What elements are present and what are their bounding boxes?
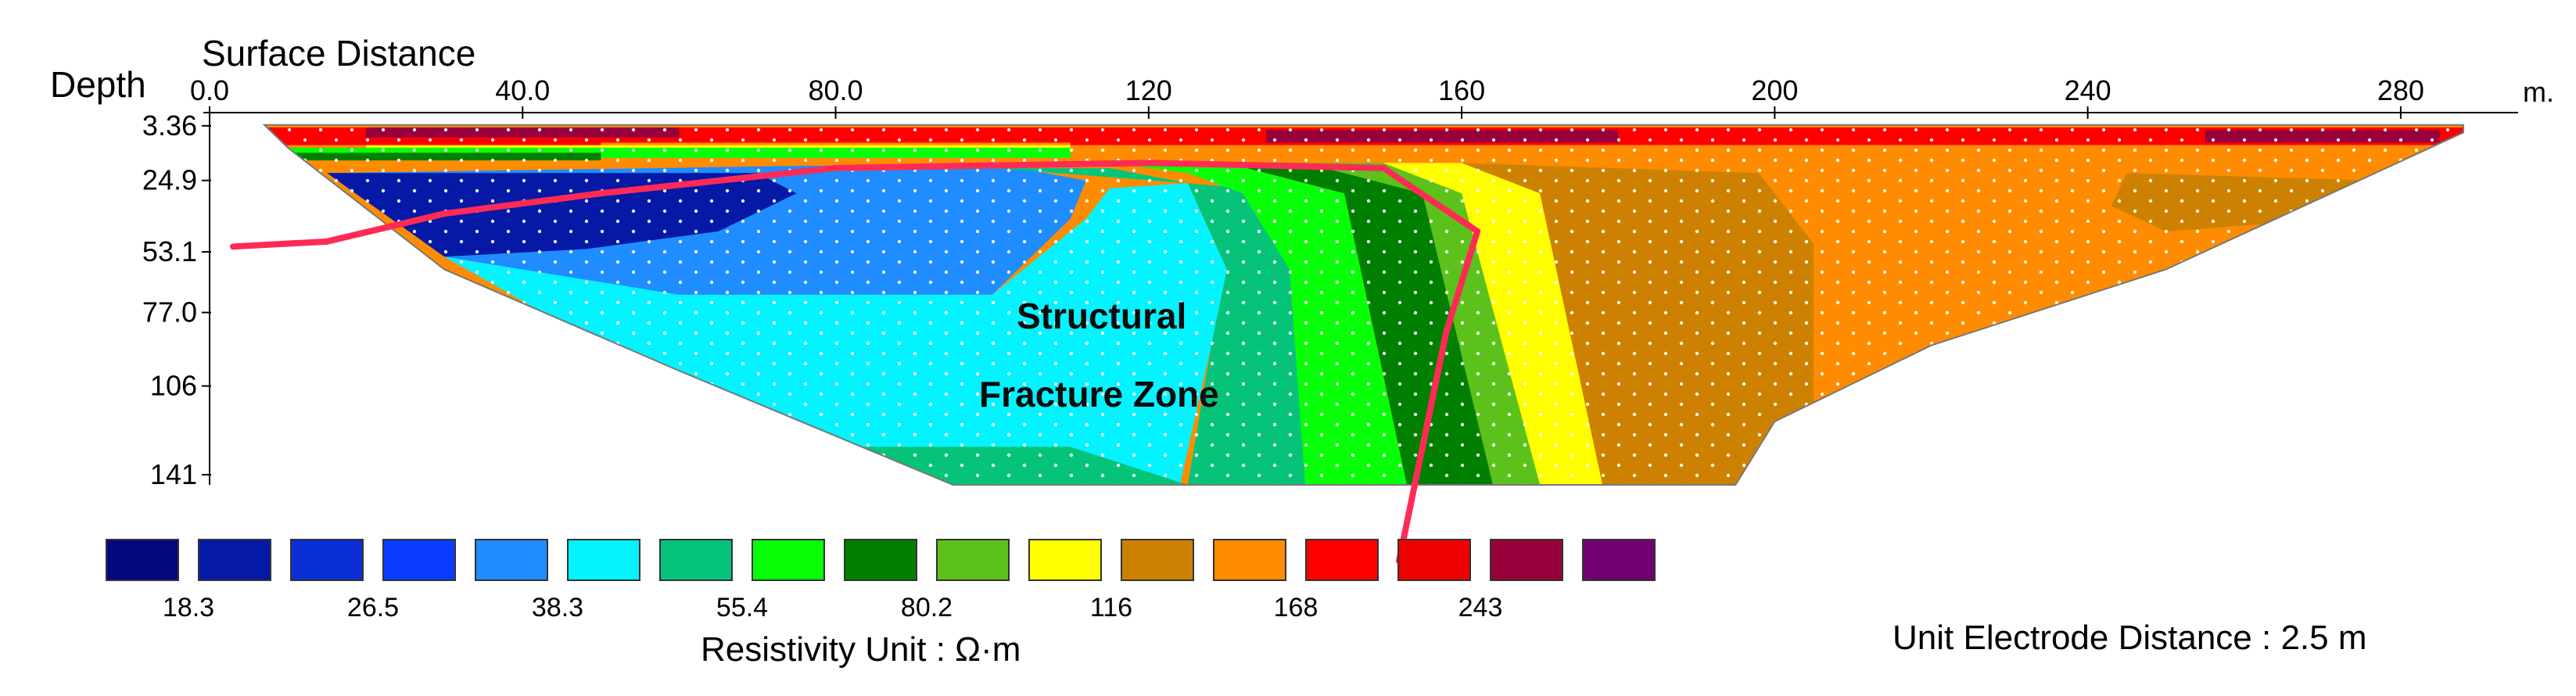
x-tick-label: 160 bbox=[1438, 74, 1485, 106]
color-legend bbox=[106, 539, 1656, 581]
legend-swatch bbox=[1490, 539, 1563, 581]
y-axis-title: Depth bbox=[50, 64, 146, 105]
legend-value-label: 38.3 bbox=[532, 593, 583, 622]
x-unit-label: m. bbox=[2523, 76, 2554, 108]
x-tick-label: 280 bbox=[2377, 74, 2424, 106]
legend-swatch bbox=[936, 539, 1010, 581]
y-tick-label: 3.36 bbox=[142, 109, 197, 142]
legend-swatch bbox=[106, 539, 179, 581]
legend-swatch bbox=[382, 539, 456, 581]
x-tick-label: 200 bbox=[1751, 74, 1798, 106]
legend-swatch bbox=[290, 539, 364, 581]
x-axis-title: Surface Distance bbox=[202, 33, 475, 74]
legend-swatch bbox=[567, 539, 640, 581]
zone-label-structural: Structural bbox=[1017, 296, 1186, 336]
y-tick-label: 77.0 bbox=[142, 296, 197, 328]
y-tick-label: 106 bbox=[150, 370, 197, 402]
legend-swatch bbox=[1397, 539, 1471, 581]
legend-value-label: 26.5 bbox=[347, 593, 399, 622]
legend-swatch bbox=[1028, 539, 1102, 581]
legend-value-label: 116 bbox=[1090, 593, 1132, 622]
fault-interpretation-line bbox=[230, 160, 1481, 565]
legend-swatch bbox=[1213, 539, 1286, 581]
y-axis: 3.36 24.9 53.1 77.0 106 141 bbox=[142, 109, 211, 490]
legend-value-label: 80.2 bbox=[901, 593, 953, 622]
legend-swatch bbox=[1305, 539, 1379, 581]
legend-swatch bbox=[844, 539, 917, 581]
legend-swatch bbox=[659, 539, 733, 581]
x-axis: 0.0 40.0 80.0 120 160 200 240 280 bbox=[190, 74, 2518, 119]
electrode-distance-label: Unit Electrode Distance : 2.5 m bbox=[1893, 619, 2366, 657]
y-tick-label: 141 bbox=[150, 458, 197, 490]
legend-value-label: 55.4 bbox=[716, 593, 768, 622]
section-outline bbox=[262, 124, 2464, 486]
x-tick-label: 240 bbox=[2065, 74, 2111, 106]
legend-value-label: 243 bbox=[1458, 593, 1503, 622]
x-tick-label: 80.0 bbox=[809, 74, 863, 106]
legend-swatch bbox=[1582, 539, 1656, 581]
legend-swatch bbox=[1121, 539, 1194, 581]
zone-label-fracture: Fracture Zone bbox=[979, 374, 1219, 414]
legend-value-label: 168 bbox=[1274, 593, 1318, 622]
x-tick-label: 120 bbox=[1125, 74, 1172, 106]
color-legend-labels: 18.3 26.5 38.3 55.4 80.2 116 168 243 bbox=[163, 593, 1502, 622]
legend-swatch bbox=[752, 539, 825, 581]
x-tick-label: 40.0 bbox=[495, 74, 550, 106]
y-tick-label: 24.9 bbox=[142, 164, 197, 196]
legend-swatch bbox=[198, 539, 271, 581]
x-tick-label: 0.0 bbox=[190, 74, 229, 106]
resistivity-unit-label: Resistivity Unit : Ω·m bbox=[701, 630, 1021, 669]
y-tick-label: 53.1 bbox=[142, 235, 197, 267]
legend-value-label: 18.3 bbox=[163, 593, 214, 622]
legend-swatch bbox=[475, 539, 548, 581]
